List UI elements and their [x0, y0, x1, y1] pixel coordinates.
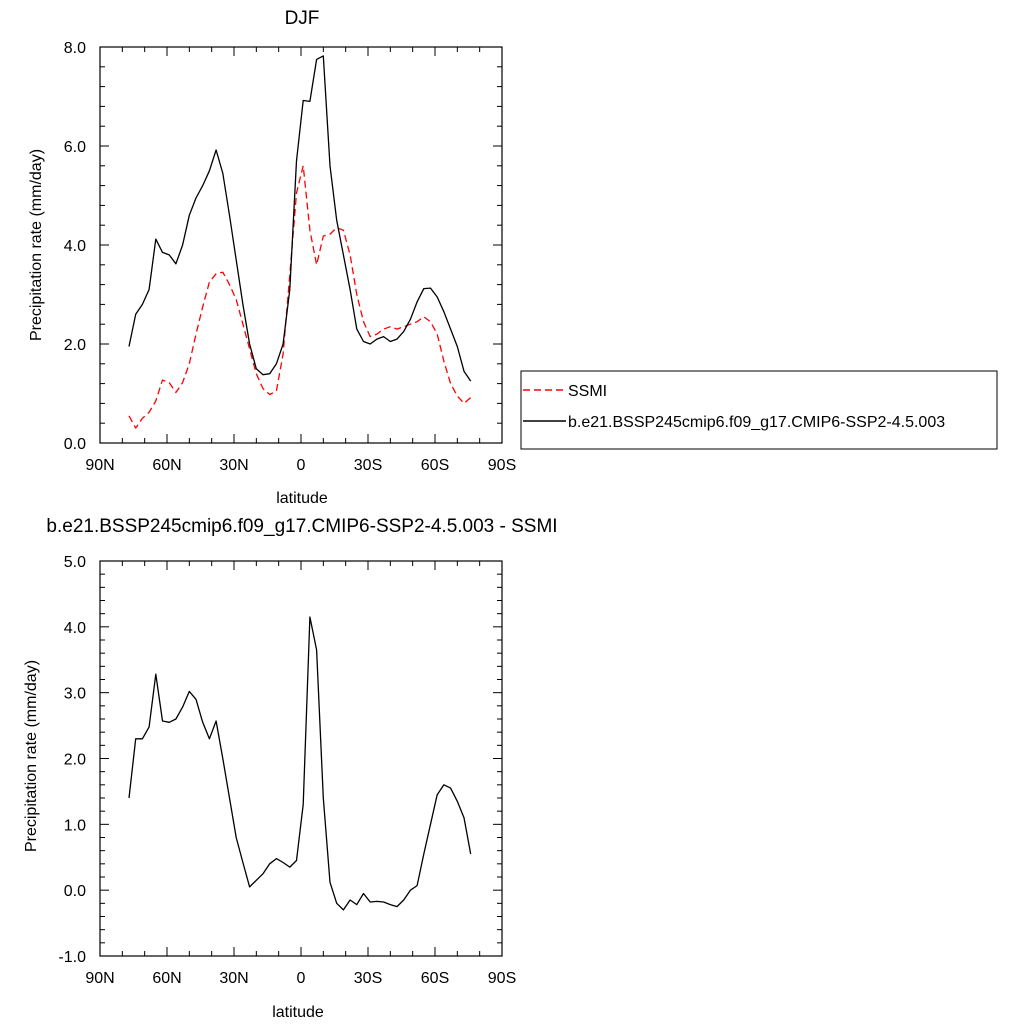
top-x-tick-label: 60S — [421, 457, 449, 474]
bottom-x-axis-label: latitude — [272, 1004, 324, 1021]
top-y-axis-label: Precipitation rate (mm/day) — [28, 149, 45, 341]
top-plot-frame — [99, 46, 503, 444]
bottom-chart-title: b.e21.BSSP245cmip6.f09_g17.CMIP6-SSP2-4.… — [46, 516, 557, 537]
bottom-x-tick-label: 60S — [421, 970, 449, 987]
top-y-tick-label: 2.0 — [64, 337, 86, 354]
top-legend: SSMI b.e21.BSSP245cmip6.f09_g17.CMIP6-SS… — [520, 370, 998, 450]
top-panel: DJF Precipitation rate (mm/day) latitude… — [28, 8, 998, 507]
top-y-tick-label: 8.0 — [64, 40, 86, 57]
bottom-x-tick-label: 90S — [488, 970, 516, 987]
top-x-tick-label: 30S — [354, 457, 382, 474]
top-x-tick-label: 90N — [85, 457, 114, 474]
bottom-y-tick-label: 1.0 — [64, 817, 86, 834]
bottom-y-tick-label: -1.0 — [58, 949, 86, 966]
bottom-y-axis-label: Precipitation rate (mm/day) — [23, 660, 40, 852]
bottom-x-tick-label: 0 — [297, 970, 306, 987]
bottom-series-line-series-0 — [128, 616, 472, 911]
top-x-tick-label: 30N — [219, 457, 248, 474]
legend-label-model: b.e21.BSSP245cmip6.f09_g17.CMIP6-SSP2-4.… — [568, 414, 945, 431]
bottom-x-tick-label: 30N — [219, 970, 248, 987]
bottom-panel: b.e21.BSSP245cmip6.f09_g17.CMIP6-SSP2-4.… — [23, 516, 558, 1021]
top-chart-title: DJF — [285, 8, 320, 29]
bottom-x-tick-label: 90N — [85, 970, 114, 987]
bottom-y-tick-label: 4.0 — [64, 620, 86, 637]
bottom-y-tick-label: 3.0 — [64, 686, 86, 703]
top-x-tick-label: 60N — [152, 457, 181, 474]
bottom-x-tick-label: 60N — [152, 970, 181, 987]
bottom-x-tick-label: 30S — [354, 970, 382, 987]
top-series-line-b-e21-bssp245cmip6-f09-g17-cmip6-ssp2-4-5-003 — [128, 55, 472, 382]
bottom-y-tick-label: 0.0 — [64, 883, 86, 900]
top-plot-area: 90N 60N 30N 0 30S 60S 90S 0.0 2.0 4.0 6.0 8.0 — [64, 40, 516, 474]
top-y-tick-label: 0.0 — [64, 436, 86, 453]
bottom-y-tick-label: 2.0 — [64, 752, 86, 769]
top-x-tick-label: 90S — [488, 457, 516, 474]
bottom-plot-area: 90N 60N 30N 0 30S 60S 90S -1.0 0.0 1.0 2.0 3.0 4.0 5.… — [58, 554, 516, 987]
top-x-axis-label: latitude — [276, 490, 328, 507]
legend-box — [520, 370, 998, 450]
bottom-plot-frame — [99, 560, 503, 957]
bottom-y-tick-label: 5.0 — [64, 554, 86, 571]
top-series-line-ssmi — [128, 165, 472, 429]
legend-label-ssmi: SSMI — [568, 383, 607, 400]
top-y-tick-label: 6.0 — [64, 139, 86, 156]
top-y-tick-label: 4.0 — [64, 238, 86, 255]
top-x-tick-label: 0 — [297, 457, 306, 474]
